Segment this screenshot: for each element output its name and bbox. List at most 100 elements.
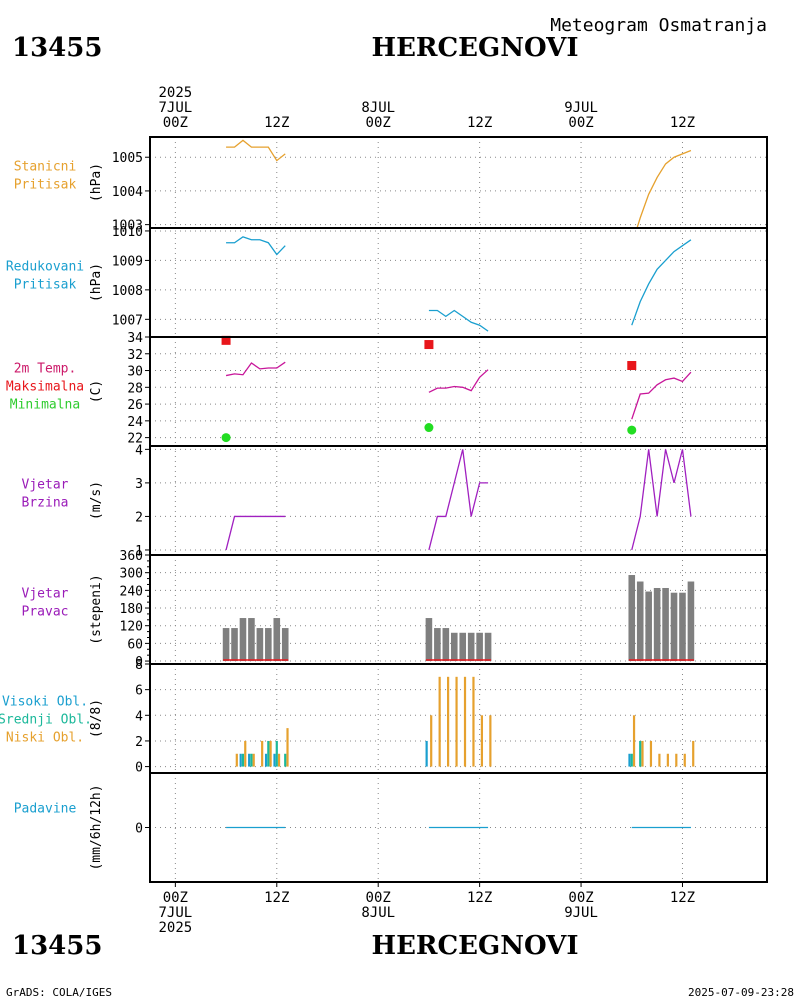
ytick-label-temp-4: 30 xyxy=(127,365,143,380)
time-label-bottom-2-0: 00Z xyxy=(366,890,391,906)
station-name-bottom: HERCEGNOVI xyxy=(372,931,579,961)
ytick-label-temp-5: 32 xyxy=(127,348,143,363)
bar-pravac-15 xyxy=(484,632,492,662)
ytick-label-temp-0: 22 xyxy=(127,432,143,447)
line-temp-0-1 xyxy=(428,369,489,393)
bar-pravac-8 xyxy=(425,618,433,662)
ytick-label-pravac-4: 240 xyxy=(120,584,143,599)
side-label-padavine-0: Padavine xyxy=(14,802,77,817)
bar-oblaci-2-2 xyxy=(244,740,247,767)
bar-oblaci-1-6 xyxy=(275,740,278,767)
ytick-label-redukovani-0: 1007 xyxy=(112,313,143,328)
time-label-top-2-0: 8JUL xyxy=(361,100,395,116)
bar-pravac-20 xyxy=(662,587,669,662)
ytick-label-redukovani-3: 1010 xyxy=(112,225,143,240)
panels: 100310041005(hPa)StanicniPritisak1007100… xyxy=(0,136,768,887)
bar-pravac-2 xyxy=(239,618,247,662)
station-id-top: 13455 xyxy=(12,33,102,63)
bar-oblaci-2-11 xyxy=(455,676,458,767)
marker-min-0 xyxy=(221,433,231,443)
ylabel-oblaci: (8/8) xyxy=(89,699,104,738)
bar-pravac-23 xyxy=(687,581,695,662)
bar-oblaci-2-3 xyxy=(252,753,255,767)
time-label-bottom-2-1: 8JUL xyxy=(361,905,395,921)
panel-padavine: 0 (mm/6h/12h) Padavine xyxy=(14,773,767,882)
bar-oblaci-1-17 xyxy=(639,740,642,767)
ytick-label-brzina-0: 1 xyxy=(135,544,143,559)
bar-oblaci-1-16 xyxy=(630,753,633,767)
data-redukovani xyxy=(226,236,692,332)
ytick-label-padavine-0: 0 xyxy=(135,822,143,837)
line-redukovani-0-2 xyxy=(631,239,692,326)
line-stanicni-0-2 xyxy=(636,149,692,228)
side-label-redukovani-1: Pritisak xyxy=(14,278,77,293)
ytick-label-oblaci-2: 4 xyxy=(135,709,143,724)
bar-oblaci-1-5 xyxy=(267,740,270,767)
bar-oblaci-0-16 xyxy=(628,753,631,767)
bar-pravac-1 xyxy=(231,628,238,662)
side-label-oblaci-1: Srednji Obl. xyxy=(0,713,92,728)
side-label-temp-1: Maksimalna xyxy=(6,380,84,395)
ytick-label-oblaci-4: 8 xyxy=(135,658,143,673)
panel-oblaci: 0 2 4 6 8 (8/8)Visoki Obl. Srednji Obl. Niski O… xyxy=(0,658,767,776)
ytick-label-pravac-0: 0 xyxy=(135,655,143,670)
ytick-label-temp-2: 26 xyxy=(127,398,143,413)
bar-pravac-0 xyxy=(222,628,230,662)
panel-brzina: 1 2 3 4 (m/s) Vjetar Brzina xyxy=(22,443,767,559)
panel-pravac: 0 60 120 180 240 300 360 (stepeni) Vjetar Pravac xyxy=(22,549,767,670)
bar-oblaci-0-2 xyxy=(239,753,242,767)
bar-oblaci-2-20 xyxy=(666,753,669,767)
bar-pravac-12 xyxy=(459,632,467,662)
time-label-top-4-0: 9JUL xyxy=(564,100,598,116)
line-redukovani-0-1 xyxy=(428,309,489,332)
side-label-brzina-0: Vjetar xyxy=(22,478,69,493)
ytick-label-oblaci-1: 2 xyxy=(135,735,143,750)
marker-min-2 xyxy=(627,425,637,435)
line-temp-0-0 xyxy=(225,361,286,377)
bar-oblaci-1-3 xyxy=(250,753,253,767)
ytick-label-temp-1: 24 xyxy=(127,415,143,430)
bar-pravac-16 xyxy=(628,575,636,662)
bar-pravac-10 xyxy=(442,628,450,662)
line-redukovani-0-0 xyxy=(226,236,286,256)
footer-right: 2025-07-09-23:28 xyxy=(688,986,794,999)
side-label-redukovani-0: Redukovani xyxy=(6,260,84,275)
bar-oblaci-0-8 xyxy=(425,740,428,767)
bar-pravac-17 xyxy=(636,581,644,662)
time-label-top-0-2: 00Z xyxy=(163,115,188,131)
footer-left: GrADS: COLA/IGES xyxy=(6,986,112,999)
ylabel-temp: (C) xyxy=(89,380,104,403)
time-label-bottom-3-0: 12Z xyxy=(467,890,492,906)
ylabel-padavine: (mm/6h/12h) xyxy=(89,784,104,870)
bar-pravac-6 xyxy=(273,618,281,662)
bar-pravac-4 xyxy=(256,628,264,662)
line-brzina-0-2 xyxy=(631,449,692,551)
ylabel-redukovani: (hPa) xyxy=(89,263,104,302)
station-id-bottom: 13455 xyxy=(12,931,102,961)
marker-max-1 xyxy=(424,340,434,350)
line-stanicni-0-0 xyxy=(226,139,286,162)
bar-pravac-22 xyxy=(679,592,686,662)
panel-frames xyxy=(149,136,768,887)
side-label-pravac-0: Vjetar xyxy=(22,587,69,602)
data-brzina xyxy=(225,449,692,551)
ytick-label-stanicni-2: 1005 xyxy=(112,151,143,166)
bar-oblaci-2-16 xyxy=(632,715,636,767)
bar-oblaci-2-5 xyxy=(269,740,272,767)
data-temp xyxy=(225,361,692,420)
bar-pravac-13 xyxy=(467,632,475,662)
ytick-label-redukovani-1: 1008 xyxy=(112,284,143,299)
time-label-top-1-0: 12Z xyxy=(264,115,289,131)
ytick-label-pravac-6: 360 xyxy=(120,549,143,564)
ytick-label-stanicni-1: 1004 xyxy=(112,185,143,200)
side-label-pravac-1: Pravac xyxy=(22,605,69,620)
time-label-top-0-1: 7JUL xyxy=(158,100,192,116)
data-oblaci xyxy=(235,676,695,767)
station-name-top: HERCEGNOVI xyxy=(372,33,579,63)
bar-oblaci-2-19 xyxy=(658,753,661,767)
bar-pravac-3 xyxy=(248,618,255,662)
ytick-label-pravac-1: 60 xyxy=(127,637,143,652)
